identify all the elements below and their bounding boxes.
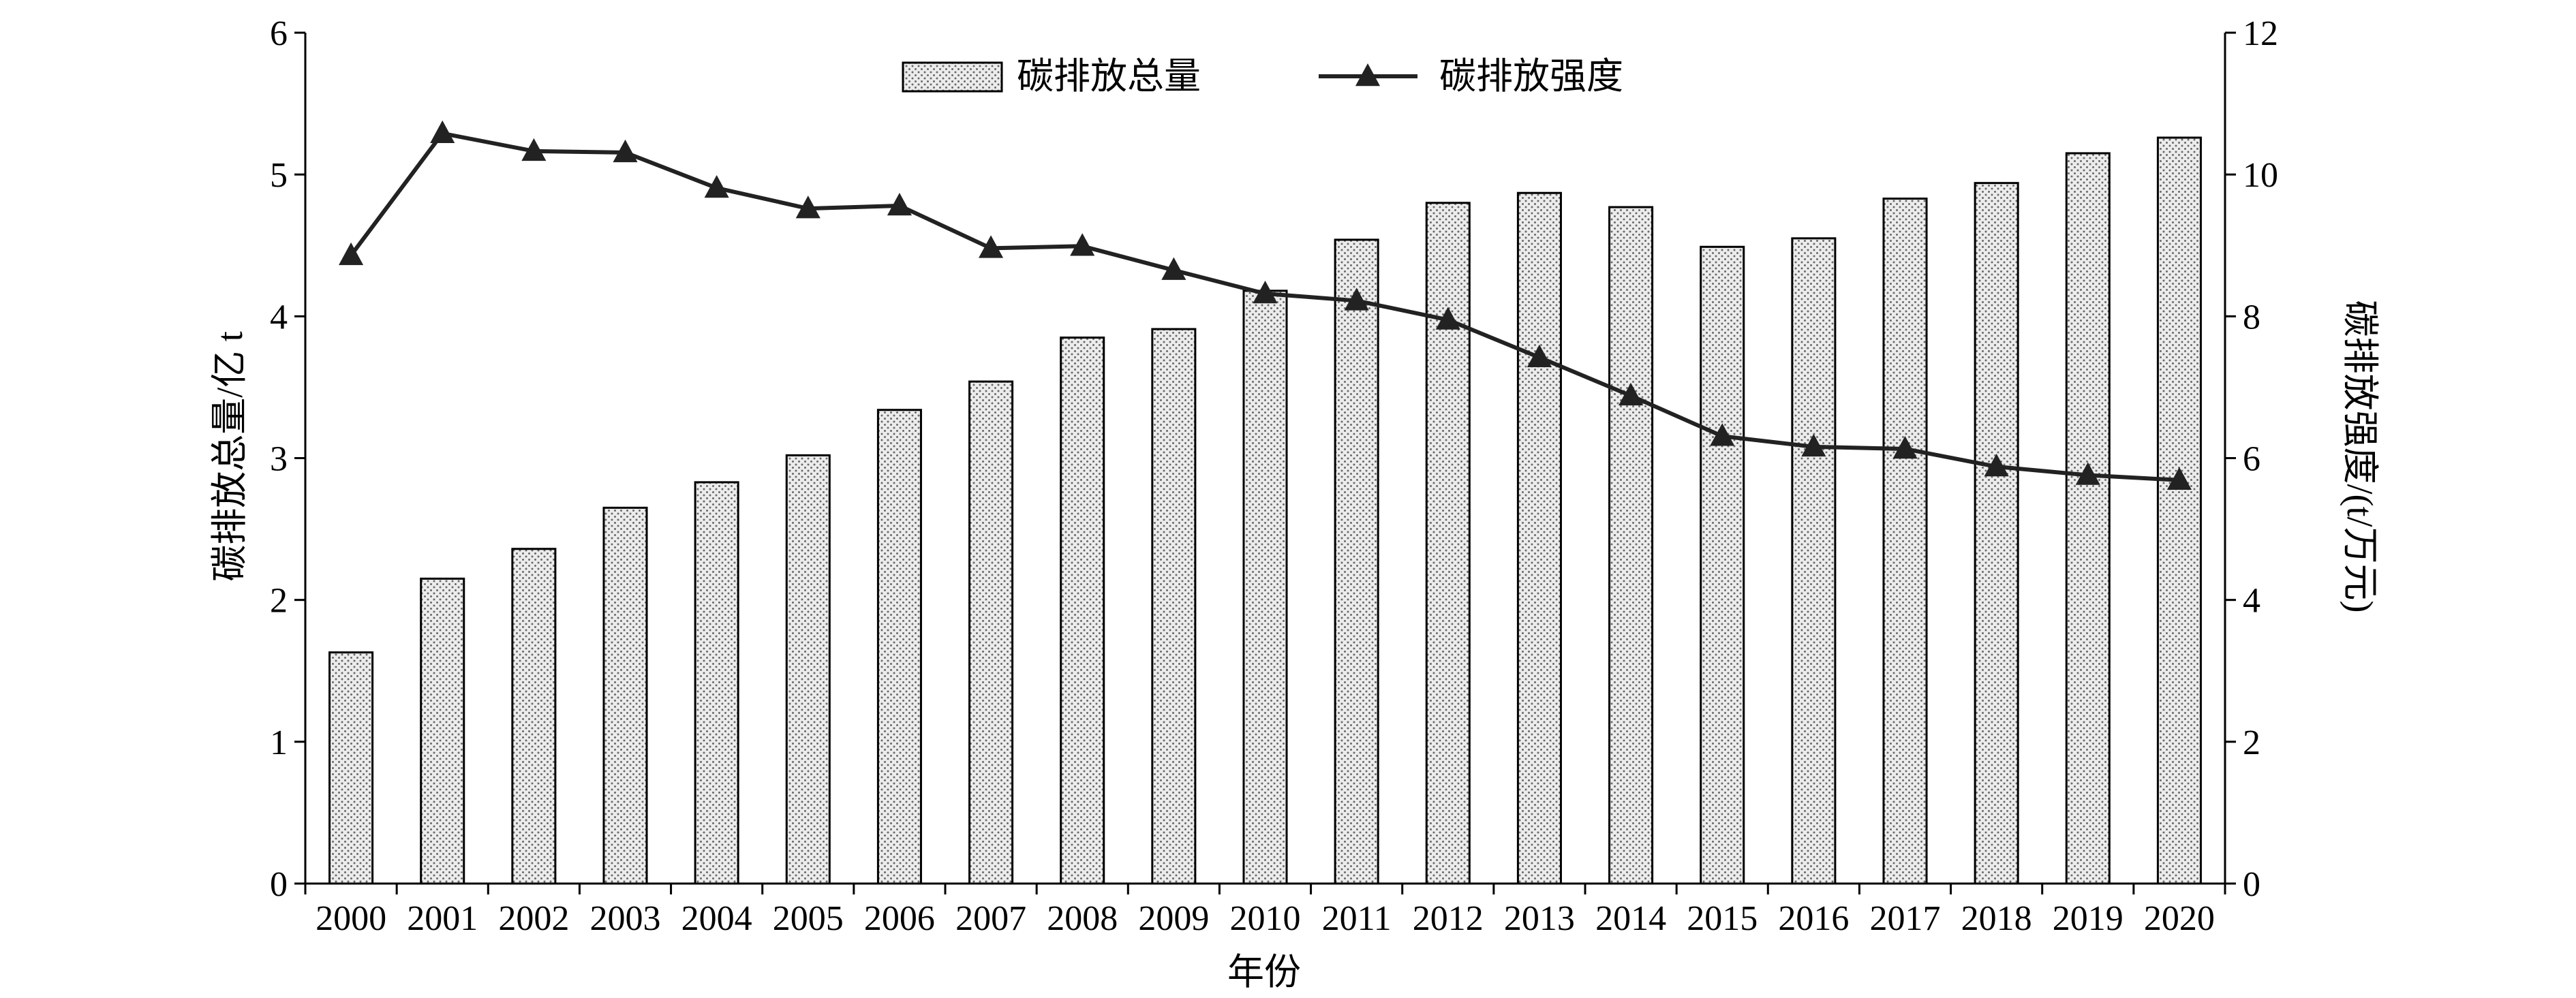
y2-tick-label: 12: [2243, 14, 2278, 53]
x-tick-label: 2013: [1504, 899, 1575, 938]
line-series-emission-intensity: [339, 120, 2192, 490]
intensity-point-2003: [613, 139, 638, 163]
intensity-point-2015: [1710, 423, 1735, 446]
intensity-point-2012: [1435, 307, 1460, 330]
x-tick-label: 2014: [1595, 899, 1666, 938]
bar-2003: [602, 506, 648, 885]
bar-2001: [420, 577, 465, 885]
bar-2005: [785, 454, 831, 885]
bar-2020: [2156, 136, 2202, 885]
y-tick-label: 2: [270, 582, 288, 621]
bar-2013: [1516, 191, 1562, 885]
intensity-point-2019: [2075, 462, 2100, 485]
legend-bar-swatch: [902, 61, 1003, 93]
intensity-point-2006: [887, 192, 912, 216]
bar-series-total-emission: [328, 136, 2202, 885]
bar-2016: [1791, 237, 1837, 885]
intensity-point-2008: [1070, 233, 1095, 256]
x-tick-label: 2004: [681, 899, 752, 938]
intensity-point-2010: [1253, 281, 1278, 304]
bar-2006: [876, 409, 922, 885]
intensity-point-2017: [1892, 435, 1918, 459]
bar-2002: [511, 548, 557, 885]
intensity-point-2004: [704, 174, 729, 198]
intensity-point-2014: [1619, 382, 1644, 406]
x-tick-label: 2006: [864, 899, 935, 938]
intensity-point-2020: [2166, 467, 2192, 490]
x-tick-label: 2011: [1322, 899, 1392, 938]
x-tick-label: 2016: [1778, 899, 1849, 938]
intensity-point-2009: [1161, 257, 1186, 280]
y-tick-label: 1: [270, 723, 288, 762]
intensity-point-2018: [1984, 453, 2009, 477]
x-axis-title: 年份: [1227, 952, 1301, 993]
intensity-point-2007: [979, 235, 1004, 258]
intensity-point-2011: [1344, 287, 1369, 311]
axis-titles: 年份 碳排放总量/亿 t 碳排放强度/(t/万元): [209, 300, 2380, 993]
bar-2000: [328, 651, 374, 885]
intensity-point-2002: [521, 138, 547, 161]
x-tick-label: 2018: [1961, 899, 2032, 938]
x-tick-label: 2001: [407, 899, 478, 938]
y-tick-label: 5: [270, 156, 288, 195]
x-tick-label: 2012: [1413, 899, 1484, 938]
intensity-point-2013: [1527, 344, 1552, 367]
legend-triangle-icon: [1355, 63, 1381, 87]
intensity-point-2005: [795, 196, 821, 219]
x-tick-label: 2010: [1230, 899, 1301, 938]
x-tick-label: 2009: [1138, 899, 1209, 938]
bar-2011: [1334, 238, 1379, 885]
intensity-point-2016: [1801, 433, 1826, 457]
legend: 碳排放总量 碳排放强度: [902, 56, 1623, 97]
bar-2014: [1608, 206, 1654, 885]
x-tick-label: 2002: [498, 899, 569, 938]
intensity-point-2001: [430, 120, 455, 144]
x-tick-label: 2000: [316, 899, 386, 938]
bar-2004: [694, 481, 739, 885]
y-tick-label: 4: [270, 298, 288, 337]
y2-tick-label: 4: [2243, 582, 2260, 621]
x-tick-label: 2008: [1047, 899, 1118, 938]
y-tick-label: 6: [270, 14, 288, 53]
y2-tick-label: 10: [2243, 156, 2278, 195]
x-tick-label: 2020: [2144, 899, 2215, 938]
x-tick-label: 2017: [1870, 899, 1941, 938]
bar-2018: [1974, 182, 2019, 885]
x-tick-label: 2015: [1687, 899, 1758, 938]
legend-label-intensity: 碳排放强度: [1439, 56, 1623, 97]
y2-tick-label: 0: [2243, 865, 2260, 904]
x-tick-label: 2019: [2053, 899, 2123, 938]
bar-2010: [1242, 290, 1288, 885]
y2-tick-label: 6: [2243, 440, 2260, 479]
x-tick-label: 2005: [773, 899, 844, 938]
y-tick-label: 0: [270, 865, 288, 904]
y-tick-label: 3: [270, 440, 288, 479]
y2-tick-label: 8: [2243, 298, 2260, 337]
y-axis-title: 碳排放总量/亿 t: [209, 331, 250, 582]
bar-2019: [2065, 152, 2111, 885]
bar-2017: [1882, 198, 1928, 885]
y2-axis-title: 碳排放强度/(t/万元): [2340, 300, 2380, 613]
legend-label-total: 碳排放总量: [1017, 56, 1201, 97]
x-tick-label: 2007: [955, 899, 1026, 938]
y2-tick-label: 2: [2243, 723, 2260, 762]
bar-2015: [1700, 245, 1745, 885]
intensity-point-2000: [339, 242, 364, 266]
bar-2009: [1151, 328, 1197, 885]
x-tick-label: 2003: [590, 899, 661, 938]
bar-2007: [968, 380, 1014, 885]
bar-2008: [1060, 337, 1105, 885]
bar-2012: [1425, 202, 1471, 885]
